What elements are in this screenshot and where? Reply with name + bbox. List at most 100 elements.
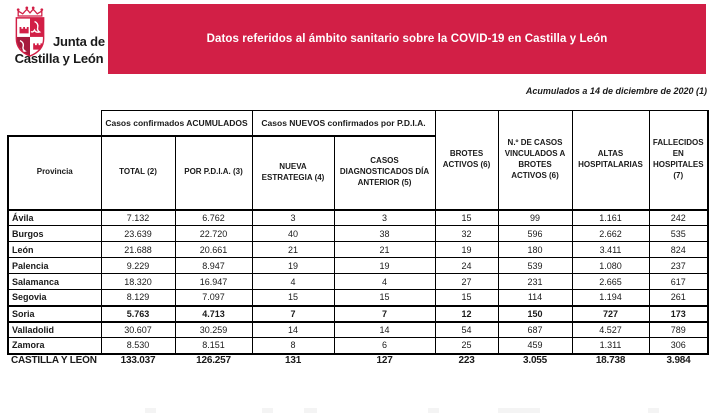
value-cell: 535 (648, 225, 710, 242)
province-cell: Soria (7, 304, 102, 323)
group-header-row: Casos confirmados ACUMULADOS Casos NUEVO… (8, 110, 710, 211)
province-cell: Palencia (7, 257, 102, 274)
province-cell: Segovia (7, 289, 102, 306)
value-cell: 19 (434, 241, 499, 258)
value-cell: 617 (648, 273, 710, 290)
table-row: Valladolid 30.607 30.259 14 14 54 687 4.527 789 (7, 321, 710, 338)
value-cell: 8.530 (100, 337, 176, 355)
corner-cell (8, 111, 101, 136)
table-row: León 21.688 20.661 21 21 19 180 3.411 824 (7, 241, 710, 258)
value-cell: 15 (251, 289, 335, 306)
value-cell: 23.639 (100, 225, 176, 242)
value-cell: 20.661 (174, 241, 253, 258)
value-cell: 539 (497, 257, 573, 274)
footnote-cutoff (0, 408, 714, 414)
total-value-cell: 127 (376, 354, 393, 366)
logo-text-line2: Castilla y León (14, 51, 104, 66)
value-cell: 1.161 (571, 209, 650, 226)
col-header-nueva-estrategia: NUEVA ESTRATEGIA (4) (251, 134, 335, 211)
table-row: Soria 5.763 4.713 7 7 12 150 727 173 (7, 304, 710, 323)
value-cell: 3.411 (571, 241, 650, 258)
banner: Datos referidos al ámbito sanitario sobr… (108, 4, 706, 74)
value-cell: 173 (648, 304, 710, 323)
value-cell: 32 (434, 225, 499, 242)
value-cell: 99 (497, 209, 573, 226)
province-cell: Zamora (7, 337, 102, 355)
value-cell: 4.527 (571, 321, 650, 338)
value-cell: 22.720 (174, 225, 253, 242)
value-cell: 114 (497, 289, 573, 306)
coat-of-arms-icon (10, 5, 50, 58)
value-cell: 261 (648, 289, 710, 306)
table-wrap: Casos confirmados ACUMULADOS Casos NUEVO… (7, 110, 710, 366)
date-note: Acumulados a 14 de diciembre de 2020 (1) (525, 86, 707, 96)
group-header-new-pdia: Casos NUEVOS confirmados por P.D.I.A. (251, 110, 436, 137)
value-cell: 6 (333, 337, 436, 355)
value-cell: 21 (251, 241, 335, 258)
table-row: Burgos 23.639 22.720 40 38 32 596 2.662 535 (7, 225, 710, 242)
table-body: Ávila 7.132 6.762 3 3 15 99 1.161 242 Burgos 23.63… (7, 209, 710, 355)
value-cell: 19 (333, 257, 436, 274)
province-cell: Valladolid (7, 321, 102, 338)
value-cell: 824 (648, 241, 710, 258)
value-cell: 727 (571, 304, 650, 323)
col-header-total: TOTAL (2) (100, 134, 176, 211)
total-value-cell: 223 (458, 354, 475, 366)
total-row: CASTILLA Y LEÓN 133.037 126.257 131 127 223 3.… (8, 354, 708, 366)
value-cell: 3 (333, 209, 436, 226)
value-cell: 687 (497, 321, 573, 338)
value-cell: 5.763 (100, 304, 176, 323)
value-cell: 4 (333, 273, 436, 290)
logo-text-line1: Junta de (53, 34, 105, 49)
value-cell: 2.665 (571, 273, 650, 290)
table-row: Ávila 7.132 6.762 3 3 15 99 1.161 242 (7, 209, 710, 226)
value-cell: 596 (497, 225, 573, 242)
value-cell: 150 (497, 304, 573, 323)
total-value-cell: 18.738 (595, 354, 626, 366)
value-cell: 7.132 (100, 209, 176, 226)
value-cell: 19 (251, 257, 335, 274)
value-cell: 30.607 (100, 321, 176, 338)
col-header-provincia: Provincia (7, 134, 102, 211)
value-cell: 7.097 (174, 289, 253, 306)
value-cell: 15 (434, 209, 499, 226)
value-cell: 1.311 (571, 337, 650, 355)
value-cell: 6.762 (174, 209, 253, 226)
banner-title: Datos referidos al ámbito sanitario sobr… (206, 33, 608, 45)
value-cell: 231 (497, 273, 573, 290)
col-header-por-pdia: POR P.D.I.A. (3) (174, 134, 253, 211)
value-cell: 21 (333, 241, 436, 258)
table-row: Palencia 9.229 8.947 19 19 24 539 1.080 237 (7, 257, 710, 274)
province-cell: Salamanca (7, 273, 102, 290)
value-cell: 4 (251, 273, 335, 290)
value-cell: 237 (648, 257, 710, 274)
value-cell: 1.194 (571, 289, 650, 306)
value-cell: 15 (434, 289, 499, 306)
col-header-casos-vinculados: N.º DE CASOS VINCULADOS A BROTES ACTIVOS… (497, 110, 573, 211)
junta-logo: Junta de Castilla y León (3, 5, 115, 66)
value-cell: 8.151 (174, 337, 253, 355)
total-value-cell: 3.055 (523, 354, 548, 366)
value-cell: 18.320 (100, 273, 176, 290)
value-cell: 8.129 (100, 289, 176, 306)
value-cell: 14 (333, 321, 436, 338)
value-cell: 7 (333, 304, 436, 323)
province-cell: Ávila (7, 209, 102, 226)
province-cell: León (7, 241, 102, 258)
value-cell: 7 (251, 304, 335, 323)
value-cell: 38 (333, 225, 436, 242)
total-value-cell: 126.257 (196, 354, 231, 366)
value-cell: 3 (251, 209, 335, 226)
total-value-cell: 131 (284, 354, 302, 366)
value-cell: 2.662 (571, 225, 650, 242)
value-cell: 54 (434, 321, 499, 338)
value-cell: 180 (497, 241, 573, 258)
value-cell: 27 (434, 273, 499, 290)
total-label: CASTILLA Y LEÓN (11, 354, 97, 366)
province-cell: Burgos (7, 225, 102, 242)
value-cell: 459 (497, 337, 573, 355)
value-cell: 30.259 (174, 321, 253, 338)
col-header-fallecidos: FALLECIDOS EN HOSPITALES (7) (648, 110, 710, 211)
table-row: Segovia 8.129 7.097 15 15 15 114 1.194 261 (7, 289, 710, 306)
